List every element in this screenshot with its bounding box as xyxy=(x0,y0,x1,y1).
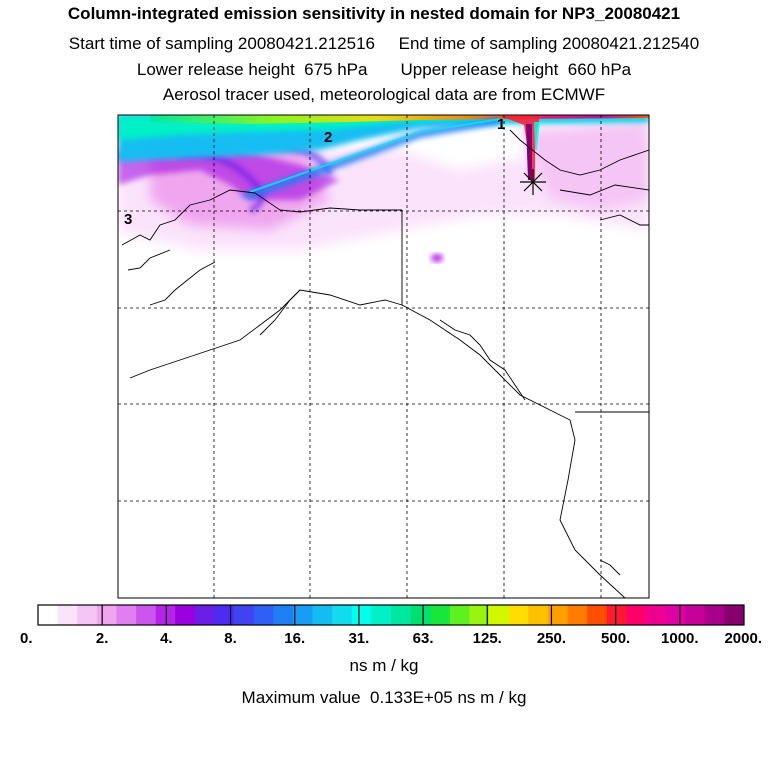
colorbar-tick-label: 63. xyxy=(413,630,434,647)
colorbar-tick-label: 1000. xyxy=(661,630,699,647)
lat-lon-grid xyxy=(118,115,649,598)
colorbar-swatch xyxy=(391,605,411,625)
colorbar-swatch xyxy=(489,605,509,625)
colorbar-swatch xyxy=(116,605,137,625)
colorbar-units: ns m / kg xyxy=(349,656,419,675)
colorbar-tick-label: 2. xyxy=(96,630,109,647)
colorbar-swatch xyxy=(194,605,215,625)
start-time: Start time of sampling 20080421.212516 xyxy=(68,34,376,53)
trajectory-label-3: 3 xyxy=(124,211,132,228)
colorbar-swatch xyxy=(645,605,666,625)
colorbar-swatch xyxy=(371,605,392,625)
colorbar-swatch xyxy=(547,605,568,625)
colorbar-swatch xyxy=(332,605,353,625)
colorbar-frame xyxy=(37,604,745,626)
coastlines xyxy=(121,129,649,598)
colorbar-tick-label: 8. xyxy=(224,630,237,647)
colorbar-tick-label: 4. xyxy=(160,630,173,647)
colorbar-swatch xyxy=(136,605,156,625)
sampling-times: Start time of sampling 20080421.212516 E… xyxy=(0,34,768,54)
colorbar-tick-label: 500. xyxy=(601,630,630,647)
map-title: Column-integrated emission sensitivity i… xyxy=(67,4,681,23)
colorbar-tick-label: 125. xyxy=(473,630,502,647)
colorbar-tick-label: 2000. xyxy=(724,630,762,647)
colorbar-swatch xyxy=(77,605,98,625)
lower-release-height: Lower release height 675 hPa xyxy=(136,60,368,79)
colorbar-swatch xyxy=(155,605,176,625)
colorbar-swatch xyxy=(430,605,451,625)
colorbar xyxy=(37,604,745,626)
end-time: End time of sampling 20080421.212540 xyxy=(398,34,700,53)
trajectory-label-2: 2 xyxy=(324,129,332,146)
colorbar-swatch xyxy=(234,605,255,625)
maximum-value: Maximum value 0.133E+05 ns m / kg xyxy=(241,688,527,707)
colorbar-swatch xyxy=(528,605,549,625)
tracer-info: Aerosol tracer used, meteorological data… xyxy=(162,85,606,104)
sensitivity-field xyxy=(118,115,649,262)
colorbar-swatch xyxy=(469,605,490,625)
colorbar-swatch xyxy=(606,605,627,625)
release-point-star xyxy=(520,169,546,195)
colorbar-swatch xyxy=(567,605,588,625)
colorbar-swatch xyxy=(253,605,274,625)
colorbar-swatch xyxy=(38,605,58,625)
release-heights: Lower release height 675 hPa Upper relea… xyxy=(0,60,768,80)
colorbar-tick-label: 250. xyxy=(537,630,566,647)
colorbar-swatch xyxy=(292,605,313,625)
colorbar-swatch xyxy=(214,605,235,625)
trajectory-label-1: 1 xyxy=(497,116,505,133)
colorbar-swatch xyxy=(57,605,78,625)
colorbar-ticks: 0. 2. 4. 8. 16. 31. 63. 125. 250. 500. 1000. 2000. xyxy=(20,630,762,647)
colorbar-swatch xyxy=(175,605,196,625)
colorbar-swatch xyxy=(96,605,117,625)
colorbar-swatch xyxy=(724,605,745,625)
colorbar-swatch xyxy=(704,605,725,625)
colorbar-tick-label: 0. xyxy=(20,630,33,647)
colorbar-swatch xyxy=(587,605,608,625)
colorbar-swatch xyxy=(351,605,372,625)
colorbar-swatch xyxy=(685,605,706,625)
colorbar-swatch xyxy=(312,605,333,625)
colorbar-swatch xyxy=(449,605,470,625)
colorbar-tick-label: 31. xyxy=(348,630,369,647)
colorbar-swatch xyxy=(665,605,686,625)
colorbar-swatch xyxy=(626,605,647,625)
colorbar-swatch xyxy=(273,605,294,625)
colorbar-swatch xyxy=(508,605,529,625)
colorbar-tick-label: 16. xyxy=(284,630,305,647)
colorbar-swatch xyxy=(410,605,431,625)
upper-release-height: Upper release height 660 hPa xyxy=(400,60,632,79)
map-frame xyxy=(117,114,650,599)
